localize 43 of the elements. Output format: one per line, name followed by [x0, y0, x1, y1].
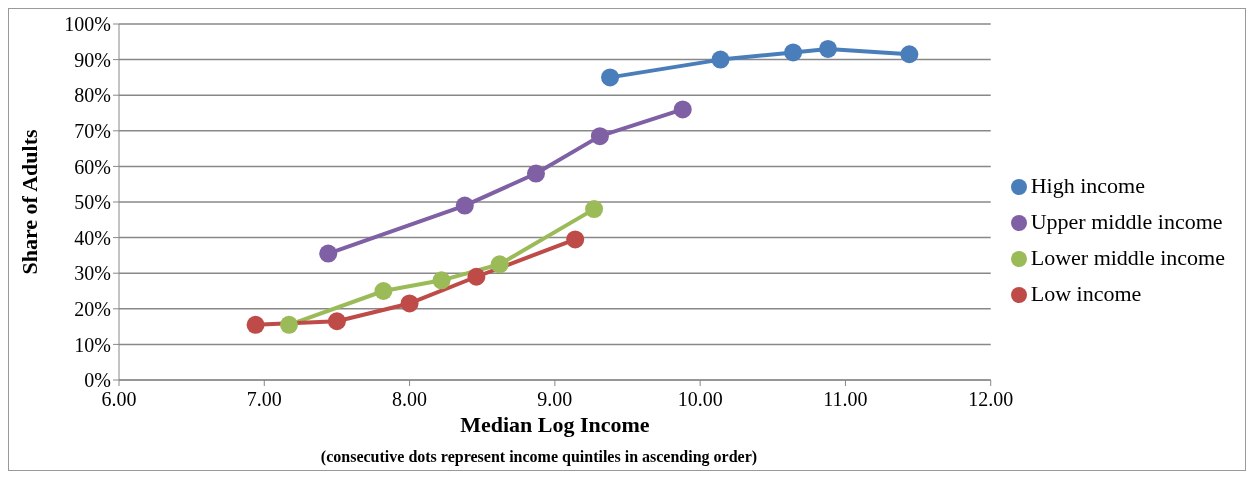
point — [784, 43, 803, 62]
point — [279, 315, 298, 334]
point — [601, 68, 620, 87]
point — [526, 164, 545, 183]
point — [711, 50, 730, 69]
text: (consecutive dots represent income quintiles in ascending order) — [319, 448, 759, 466]
x-tick-label: 12.00 — [968, 388, 1014, 411]
x-tick-label: 10.00 — [677, 388, 723, 411]
point — [319, 244, 338, 263]
legend-label: High income — [1030, 172, 1145, 198]
point — [490, 255, 509, 274]
y-tick-label: 60% — [74, 155, 111, 178]
y-tick-label: 40% — [74, 226, 111, 249]
point — [590, 127, 609, 146]
point — [246, 315, 265, 334]
point — [455, 196, 474, 215]
legend-label: Low income — [1030, 280, 1142, 306]
x-tick-label: 7.00 — [246, 388, 282, 411]
point — [467, 267, 486, 286]
x-tick-label: 9.00 — [537, 388, 573, 411]
legend-label: Lower middle income — [1030, 244, 1225, 270]
y-tick-label: 50% — [74, 191, 111, 214]
point — [432, 271, 451, 290]
point — [673, 100, 692, 119]
point — [585, 200, 604, 219]
x-axis-title: Median Log Income — [460, 412, 650, 437]
y-tick-label: 100% — [64, 13, 111, 36]
y-tick-label: 90% — [74, 48, 111, 71]
point — [566, 230, 585, 249]
y-tick-label: 70% — [74, 119, 111, 142]
y-tick-label: 20% — [74, 297, 111, 320]
point — [819, 39, 837, 58]
x-tick-label: 8.00 — [392, 388, 428, 411]
point — [374, 282, 393, 300]
y-tick-label: 80% — [74, 84, 111, 107]
point — [327, 312, 346, 331]
y-tick-label: 30% — [74, 262, 111, 285]
point — [900, 45, 919, 64]
point — [400, 294, 419, 313]
y-axis-title: Share of Adults — [16, 129, 42, 275]
x-tick-label: 11.00 — [823, 388, 868, 411]
y-tick-label: 10% — [74, 333, 111, 356]
legend-label: Upper middle income — [1030, 208, 1223, 234]
